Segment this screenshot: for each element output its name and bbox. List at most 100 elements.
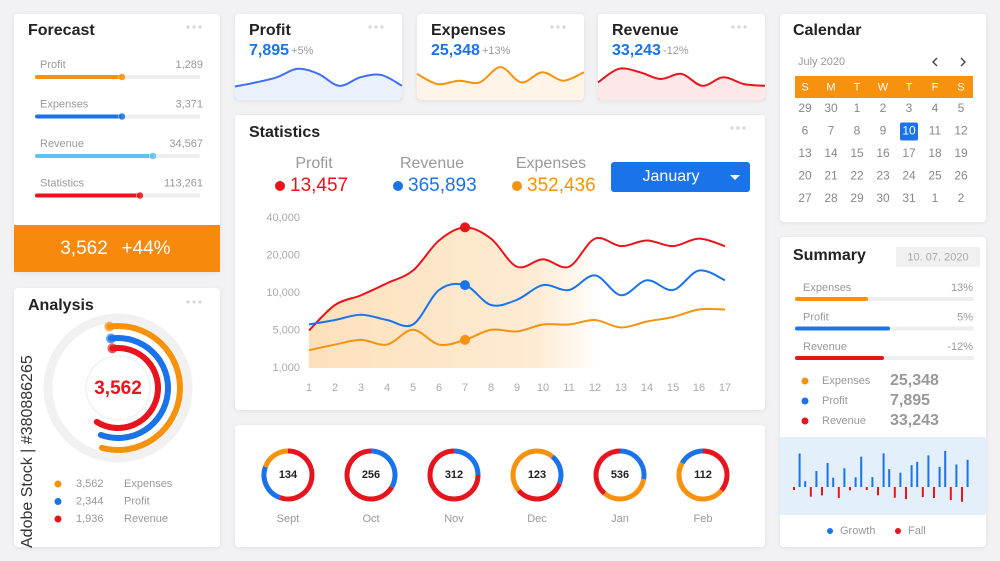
menu-dot bbox=[374, 25, 378, 29]
card-title: Profit bbox=[249, 22, 291, 39]
day[interactable]: 6 bbox=[802, 124, 809, 138]
menu-dot bbox=[198, 300, 202, 304]
card-title: Revenue bbox=[612, 22, 679, 39]
x-tick-label: 10 bbox=[537, 382, 549, 394]
day[interactable]: 2 bbox=[958, 191, 965, 205]
kpi-spark-area bbox=[598, 68, 765, 100]
day[interactable]: 27 bbox=[798, 191, 812, 205]
selected-day[interactable]: 10 bbox=[902, 124, 916, 138]
more-menu[interactable] bbox=[186, 25, 202, 29]
more-menu[interactable] bbox=[731, 25, 747, 29]
menu-dot bbox=[380, 25, 384, 29]
card-title: Statistics bbox=[249, 124, 320, 141]
day[interactable]: 29 bbox=[850, 191, 864, 205]
x-tick-label: 15 bbox=[667, 382, 679, 394]
day[interactable]: 26 bbox=[954, 169, 968, 183]
day[interactable]: 1 bbox=[932, 191, 939, 205]
day[interactable]: 15 bbox=[850, 146, 864, 160]
month-dropdown-label: January bbox=[643, 168, 700, 185]
x-tick-label: 16 bbox=[693, 382, 705, 394]
y-tick-label: 20,000 bbox=[266, 249, 300, 261]
more-menu[interactable] bbox=[550, 25, 566, 29]
day[interactable]: 13 bbox=[798, 146, 812, 160]
x-tick-label: 14 bbox=[641, 382, 653, 394]
more-menu[interactable] bbox=[186, 300, 202, 304]
day[interactable]: 4 bbox=[932, 101, 939, 115]
forecast-value: 3,371 bbox=[175, 98, 203, 110]
summary-total-dot bbox=[801, 417, 809, 425]
watermark: Adobe Stock | #380886265 bbox=[19, 355, 36, 548]
day[interactable]: 20 bbox=[798, 169, 812, 183]
day[interactable]: 21 bbox=[824, 169, 838, 183]
stat-legend-name: Profit bbox=[295, 155, 333, 172]
summary-legend-label: Growth bbox=[840, 525, 875, 537]
kpi-spark-line bbox=[416, 66, 585, 86]
menu-dot bbox=[736, 126, 740, 130]
calendar-next[interactable] bbox=[960, 57, 966, 67]
kpi-value: 25,348 bbox=[431, 42, 480, 59]
y-tick-label: 5,000 bbox=[272, 324, 300, 336]
series-line bbox=[308, 226, 726, 332]
day[interactable]: 5 bbox=[958, 101, 965, 115]
highlight-point bbox=[460, 280, 470, 291]
stat-legend-total: 352,436 bbox=[527, 175, 596, 196]
kpi-change: +5% bbox=[291, 45, 314, 57]
donut-value: 256 bbox=[362, 469, 380, 481]
day[interactable]: 12 bbox=[954, 124, 968, 138]
forecast-fill bbox=[35, 75, 122, 79]
day[interactable]: 11 bbox=[929, 124, 942, 138]
analysis-arc-cap bbox=[104, 321, 115, 332]
day[interactable]: 22 bbox=[850, 169, 864, 183]
day[interactable]: 30 bbox=[876, 191, 890, 205]
analysis-ring-bg bbox=[43, 313, 193, 463]
day[interactable]: 16 bbox=[876, 146, 890, 160]
day[interactable]: 19 bbox=[954, 146, 968, 160]
kpi-value: 33,243 bbox=[612, 42, 661, 59]
day[interactable]: 18 bbox=[928, 146, 942, 160]
month-dropdown[interactable] bbox=[611, 162, 750, 192]
highlight-point bbox=[460, 222, 470, 233]
calendar-prev[interactable] bbox=[932, 57, 938, 67]
forecast-total: 3,562 bbox=[60, 238, 108, 259]
day[interactable]: 25 bbox=[928, 169, 942, 183]
day[interactable]: 14 bbox=[824, 146, 838, 160]
menu-dot bbox=[742, 126, 746, 130]
more-menu[interactable] bbox=[368, 25, 384, 29]
x-tick-label: 9 bbox=[514, 382, 520, 394]
day[interactable]: 17 bbox=[902, 146, 916, 160]
menu-dot bbox=[731, 25, 735, 29]
forecast-label: Statistics bbox=[40, 177, 85, 189]
day[interactable]: 7 bbox=[828, 124, 835, 138]
stat-legend-dot bbox=[275, 181, 285, 191]
day[interactable]: 2 bbox=[880, 101, 887, 115]
day[interactable]: 23 bbox=[876, 169, 890, 183]
donut-segment bbox=[427, 448, 481, 502]
forecast-knob bbox=[118, 73, 126, 81]
analysis-arc-cap bbox=[106, 333, 117, 344]
donut-label: Dec bbox=[527, 513, 547, 525]
summary-total-value: 25,348 bbox=[890, 372, 939, 389]
day[interactable]: 31 bbox=[902, 191, 916, 205]
analysis-legend-dot bbox=[54, 480, 62, 488]
day[interactable]: 24 bbox=[902, 169, 916, 183]
analysis-legend-label: Revenue bbox=[124, 513, 168, 525]
forecast-total-box bbox=[14, 225, 220, 272]
x-tick-label: 6 bbox=[436, 382, 442, 394]
day[interactable]: 30 bbox=[824, 101, 838, 115]
day[interactable]: 28 bbox=[824, 191, 838, 205]
donut-segment bbox=[261, 465, 281, 500]
analysis-arc bbox=[98, 323, 183, 453]
donut-label: Feb bbox=[694, 513, 713, 525]
more-menu[interactable] bbox=[730, 126, 746, 130]
day[interactable]: 3 bbox=[906, 101, 913, 115]
day[interactable]: 1 bbox=[854, 101, 861, 115]
forecast-value: 1,289 bbox=[175, 59, 203, 71]
day[interactable]: 9 bbox=[880, 124, 887, 138]
day[interactable]: 8 bbox=[854, 124, 861, 138]
donut-segment bbox=[453, 448, 481, 476]
donut-value: 112 bbox=[694, 469, 712, 481]
weekday: M bbox=[826, 81, 835, 93]
day[interactable]: 29 bbox=[798, 101, 812, 115]
analysis-legend-dot bbox=[54, 498, 62, 505]
card-title: Summary bbox=[793, 247, 866, 264]
